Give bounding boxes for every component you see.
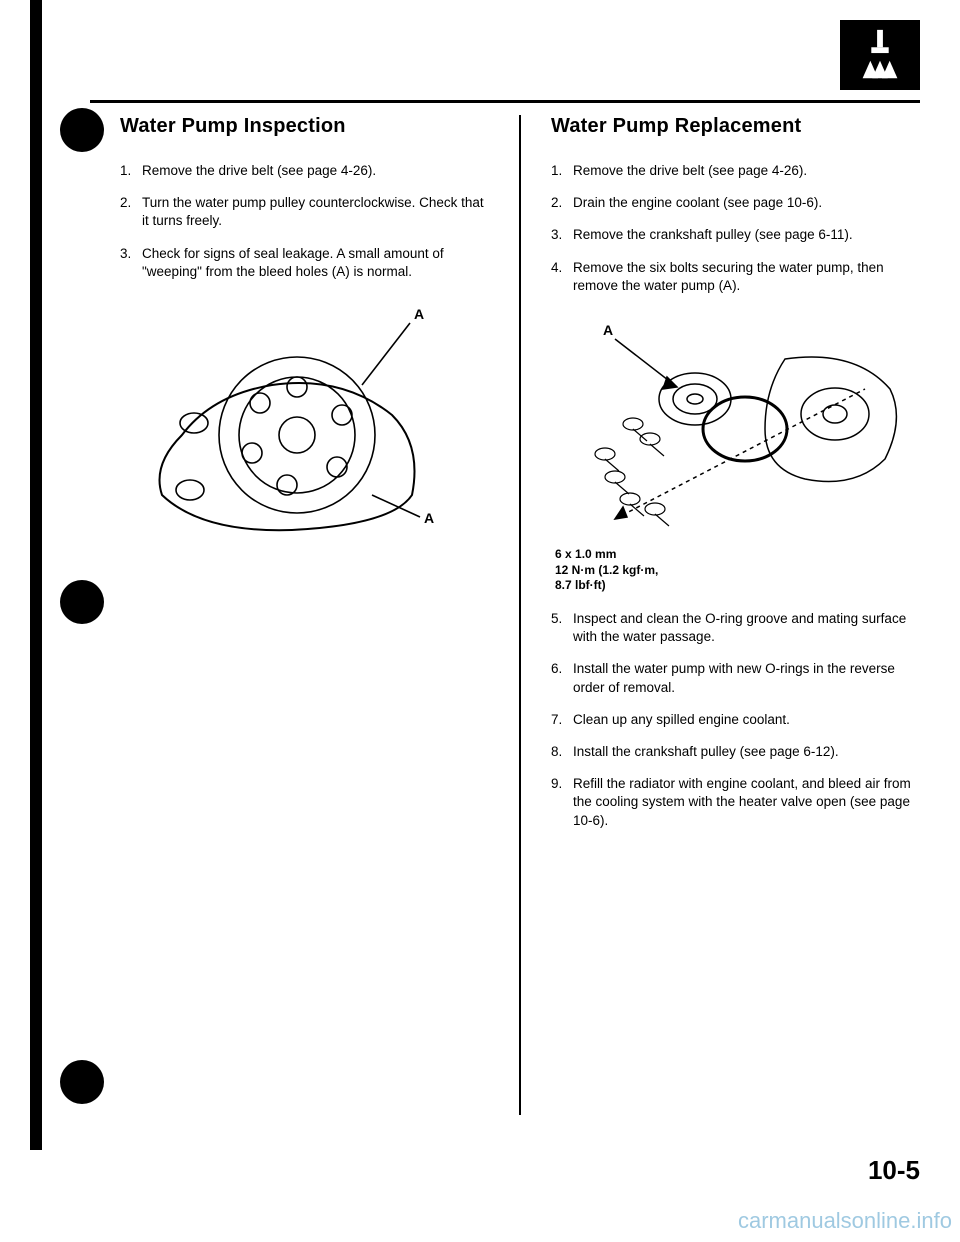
step-number: 3.	[120, 245, 142, 281]
binder-hole-icon	[60, 1060, 104, 1104]
list-item: 7. Clean up any spilled engine coolant.	[551, 711, 920, 729]
list-item: 2. Drain the engine coolant (see page 10…	[551, 194, 920, 212]
step-number: 6.	[551, 660, 573, 696]
list-item: 2. Turn the water pump pulley counterclo…	[120, 194, 489, 230]
list-item: 6. Install the water pump with new O-rin…	[551, 660, 920, 696]
figure-label: A	[603, 322, 613, 338]
step-number: 5.	[551, 610, 573, 646]
manual-page: Water Pump Inspection 1. Remove the driv…	[0, 0, 960, 1242]
list-item: 1. Remove the drive belt (see page 4-26)…	[120, 162, 489, 180]
step-text: Drain the engine coolant (see page 10-6)…	[573, 194, 920, 212]
pump-exploded-diagram: A	[555, 309, 915, 539]
section-icon-box	[840, 20, 920, 90]
step-text: Inspect and clean the O-ring groove and …	[573, 610, 920, 646]
torque-spec: 6 x 1.0 mm 12 N·m (1.2 kgf·m, 8.7 lbf·ft…	[555, 547, 920, 594]
step-text: Install the water pump with new O-rings …	[573, 660, 920, 696]
watermark: carmanualsonline.info	[738, 1208, 952, 1234]
binding-edge	[30, 0, 42, 1150]
page-number: 10-5	[868, 1155, 920, 1186]
binder-hole-icon	[60, 580, 104, 624]
pump-pulley-diagram: A A	[142, 295, 452, 545]
step-text: Remove the drive belt (see page 4-26).	[142, 162, 489, 180]
step-text: Refill the radiator with engine coolant,…	[573, 775, 920, 830]
left-title: Water Pump Inspection	[120, 115, 489, 138]
torque-line: 8.7 lbf·ft)	[555, 578, 920, 594]
column-divider	[519, 115, 521, 1115]
inspection-figure: A A	[142, 295, 489, 545]
coolant-icon	[851, 26, 909, 84]
list-item: 1. Remove the drive belt (see page 4-26)…	[551, 162, 920, 180]
list-item: 3. Remove the crankshaft pulley (see pag…	[551, 226, 920, 244]
step-text: Clean up any spilled engine coolant.	[573, 711, 920, 729]
figure-label: A	[424, 510, 434, 526]
step-text: Turn the water pump pulley counterclockw…	[142, 194, 489, 230]
right-column: Water Pump Replacement 1. Remove the dri…	[551, 115, 920, 1142]
left-column: Water Pump Inspection 1. Remove the driv…	[120, 115, 489, 1142]
replacement-figure: A	[555, 309, 920, 539]
right-title: Water Pump Replacement	[551, 115, 920, 138]
step-text: Remove the six bolts securing the water …	[573, 259, 920, 295]
step-number: 4.	[551, 259, 573, 295]
step-text: Remove the drive belt (see page 4-26).	[573, 162, 920, 180]
step-number: 8.	[551, 743, 573, 761]
right-steps-top: 1. Remove the drive belt (see page 4-26)…	[551, 162, 920, 295]
step-number: 1.	[120, 162, 142, 180]
content-columns: Water Pump Inspection 1. Remove the driv…	[120, 115, 920, 1142]
left-steps: 1. Remove the drive belt (see page 4-26)…	[120, 162, 489, 281]
step-number: 2.	[120, 194, 142, 230]
step-text: Install the crankshaft pulley (see page …	[573, 743, 920, 761]
binder-hole-icon	[60, 108, 104, 152]
figure-label: A	[414, 306, 424, 322]
step-number: 2.	[551, 194, 573, 212]
list-item: 3. Check for signs of seal leakage. A sm…	[120, 245, 489, 281]
list-item: 4. Remove the six bolts securing the wat…	[551, 259, 920, 295]
step-number: 1.	[551, 162, 573, 180]
step-text: Check for signs of seal leakage. A small…	[142, 245, 489, 281]
header-rule	[90, 100, 920, 103]
step-number: 9.	[551, 775, 573, 830]
list-item: 5. Inspect and clean the O-ring groove a…	[551, 610, 920, 646]
step-number: 3.	[551, 226, 573, 244]
right-steps-bottom: 5. Inspect and clean the O-ring groove a…	[551, 610, 920, 830]
list-item: 8. Install the crankshaft pulley (see pa…	[551, 743, 920, 761]
step-number: 7.	[551, 711, 573, 729]
step-text: Remove the crankshaft pulley (see page 6…	[573, 226, 920, 244]
list-item: 9. Refill the radiator with engine coola…	[551, 775, 920, 830]
torque-line: 12 N·m (1.2 kgf·m,	[555, 563, 920, 579]
torque-line: 6 x 1.0 mm	[555, 547, 920, 563]
